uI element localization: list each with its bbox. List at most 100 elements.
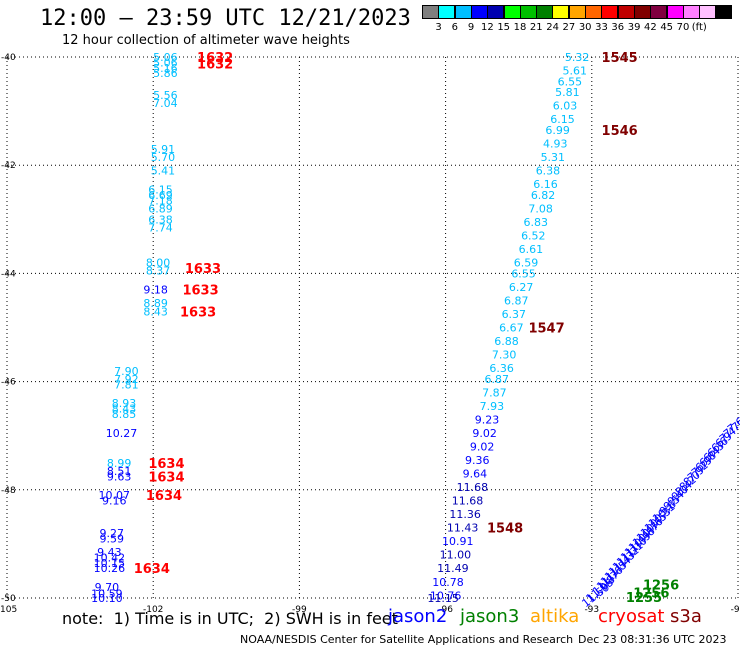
wave-height-value: 11.15 bbox=[427, 592, 459, 605]
wave-height-value: 11.00 bbox=[440, 549, 472, 562]
wave-height-value: 9.70 bbox=[95, 581, 120, 594]
wave-height-value: 5.91 bbox=[151, 143, 176, 156]
axis-tick-labels: -105 -102 -99 -96 -93 -90 -40 -42 -44 -46 -48 -50 bbox=[0, 53, 740, 615]
color-scale-label: 36 bbox=[611, 22, 625, 33]
wave-height-value: 6.99 bbox=[545, 124, 570, 137]
wave-height-value: 10.59 bbox=[91, 588, 123, 601]
wave-height-value: 5.61 bbox=[562, 65, 587, 78]
x-tick-label: -99 bbox=[292, 605, 307, 615]
wave-height-value: 7.87 bbox=[482, 386, 507, 399]
wave-height-value: 6.15 bbox=[148, 184, 173, 197]
wave-height-value: 10.42 bbox=[94, 551, 126, 564]
wave-height-value: 9.43 bbox=[97, 546, 122, 559]
color-scale-label: 30 bbox=[578, 22, 592, 33]
wave-height-value: 4.93 bbox=[543, 138, 568, 151]
wave-height-value: 10.10 bbox=[91, 592, 123, 605]
wave-height-value: 5.81 bbox=[555, 86, 580, 99]
track-time-label: 1546 bbox=[602, 124, 638, 139]
track-time-label: 1256 bbox=[633, 587, 669, 602]
track-time-label: 1634 bbox=[134, 562, 170, 577]
legend-item-altika: altika bbox=[530, 606, 580, 627]
wave-height-value: 11.49 bbox=[437, 562, 469, 575]
color-scale-label: 24 bbox=[546, 22, 559, 33]
legend-item-cryosat: cryosat bbox=[598, 606, 665, 627]
wave-height-value: 9.64 bbox=[463, 468, 488, 481]
wave-height-value: 7.74 bbox=[148, 221, 173, 234]
y-tick-label: -50 bbox=[1, 594, 16, 604]
color-scale-label: 39 bbox=[627, 22, 641, 33]
track-time-label: 1547 bbox=[528, 322, 564, 337]
chart-title: 12:00 — 23:59 UTC 12/21/2023 bbox=[40, 6, 411, 31]
color-scale-label: 6 bbox=[451, 22, 458, 33]
y-tick-label: -40 bbox=[1, 53, 16, 63]
wave-height-value: 10.15 bbox=[94, 557, 126, 570]
color-scale-label: 70 bbox=[676, 22, 690, 33]
wave-height-value: 6.89 bbox=[148, 202, 173, 215]
wave-height-value: 10.07 bbox=[98, 489, 130, 502]
wave-height-value: 11.68 bbox=[452, 495, 484, 508]
wave-height-value: 6.38 bbox=[148, 213, 173, 226]
wave-height-value: 8.89 bbox=[143, 297, 168, 310]
legend-item-s3a: s3a bbox=[670, 606, 702, 627]
wave-height-value: 8.51 bbox=[107, 465, 132, 478]
wave-height-value: 8.99 bbox=[107, 457, 132, 470]
wave-height-value: 6.16 bbox=[533, 178, 558, 191]
wave-height-value: 6.88 bbox=[494, 335, 519, 348]
wave-height-value: 6.15 bbox=[550, 113, 575, 126]
wave-height-value: 6.38 bbox=[536, 165, 561, 178]
wave-height-value: 6.83 bbox=[524, 216, 549, 229]
color-scale-label: 15 bbox=[497, 22, 511, 33]
wave-height-value: 5.86 bbox=[153, 67, 178, 80]
wave-height-value: 6.69 bbox=[148, 189, 173, 202]
wave-height-value: 6.87 bbox=[485, 373, 510, 386]
wave-height-value: 8.37 bbox=[146, 265, 171, 278]
wave-height-value: 8.43 bbox=[143, 305, 168, 318]
x-tick-label: -105 bbox=[0, 605, 17, 615]
wave-height-value: 9.63 bbox=[107, 470, 132, 483]
wave-height-value: 9.02 bbox=[472, 427, 497, 440]
wave-height-value: 6.37 bbox=[502, 308, 527, 321]
footnote: note: 1) Time is in UTC; 2) SWH is in fe… bbox=[62, 609, 398, 628]
track-time-label: 1632 bbox=[197, 57, 233, 72]
footer-timestamp: Dec 23 08:31:36 UTC 2023 bbox=[578, 633, 727, 646]
wave-height-value: 6.27 bbox=[509, 281, 534, 294]
wave-height-value: 11.36 bbox=[449, 508, 481, 521]
legend-item-jason3: jason3 bbox=[460, 606, 520, 627]
wave-height-value: 10.26 bbox=[94, 562, 126, 575]
wave-height-value: 5.32 bbox=[565, 51, 590, 64]
wave-height-value: 8.93 bbox=[112, 397, 137, 410]
wave-height-value: 9.36 bbox=[465, 454, 490, 467]
color-scale-label: 27 bbox=[562, 22, 576, 33]
track-time-label: 1633 bbox=[180, 305, 216, 320]
wave-height-value: 9.27 bbox=[100, 527, 125, 540]
x-tick-label: -93 bbox=[584, 605, 599, 615]
color-scale-label: 9 bbox=[467, 22, 475, 33]
track-time-label: 1634 bbox=[148, 457, 184, 472]
wave-height-value: 11.68 bbox=[457, 481, 489, 494]
track-time-label: 1632 bbox=[197, 51, 233, 66]
track-time-label: 1548 bbox=[487, 522, 523, 537]
legend-item-jason2: jason2 bbox=[388, 606, 448, 627]
wave-height-value: 5.56 bbox=[153, 89, 178, 102]
wave-height-value: 10.78 bbox=[432, 576, 464, 589]
wave-height-value: 6.36 bbox=[489, 362, 514, 375]
y-tick-label: -42 bbox=[1, 161, 16, 171]
wave-height-value: 6.61 bbox=[519, 243, 544, 256]
color-scale-label: 33 bbox=[595, 22, 608, 33]
wave-height-value: 6.03 bbox=[553, 100, 578, 113]
wave-height-value: 7.18 bbox=[148, 194, 173, 207]
x-tick-label: -96 bbox=[438, 605, 453, 615]
track-time-label: 1545 bbox=[602, 51, 638, 66]
wave-height-value: 9.59 bbox=[100, 532, 125, 545]
wave-height-value: 5.31 bbox=[541, 151, 566, 164]
wave-height-value: 7.92 bbox=[114, 373, 139, 386]
wave-height-value: 5.06 bbox=[153, 51, 178, 64]
color-scale-label: 21 bbox=[529, 22, 543, 33]
track-time-label: 1633 bbox=[182, 284, 218, 299]
track-time-label: 1634 bbox=[148, 470, 184, 485]
wave-height-value: 7.08 bbox=[528, 202, 553, 215]
wave-height-value: 6.55 bbox=[511, 267, 536, 280]
